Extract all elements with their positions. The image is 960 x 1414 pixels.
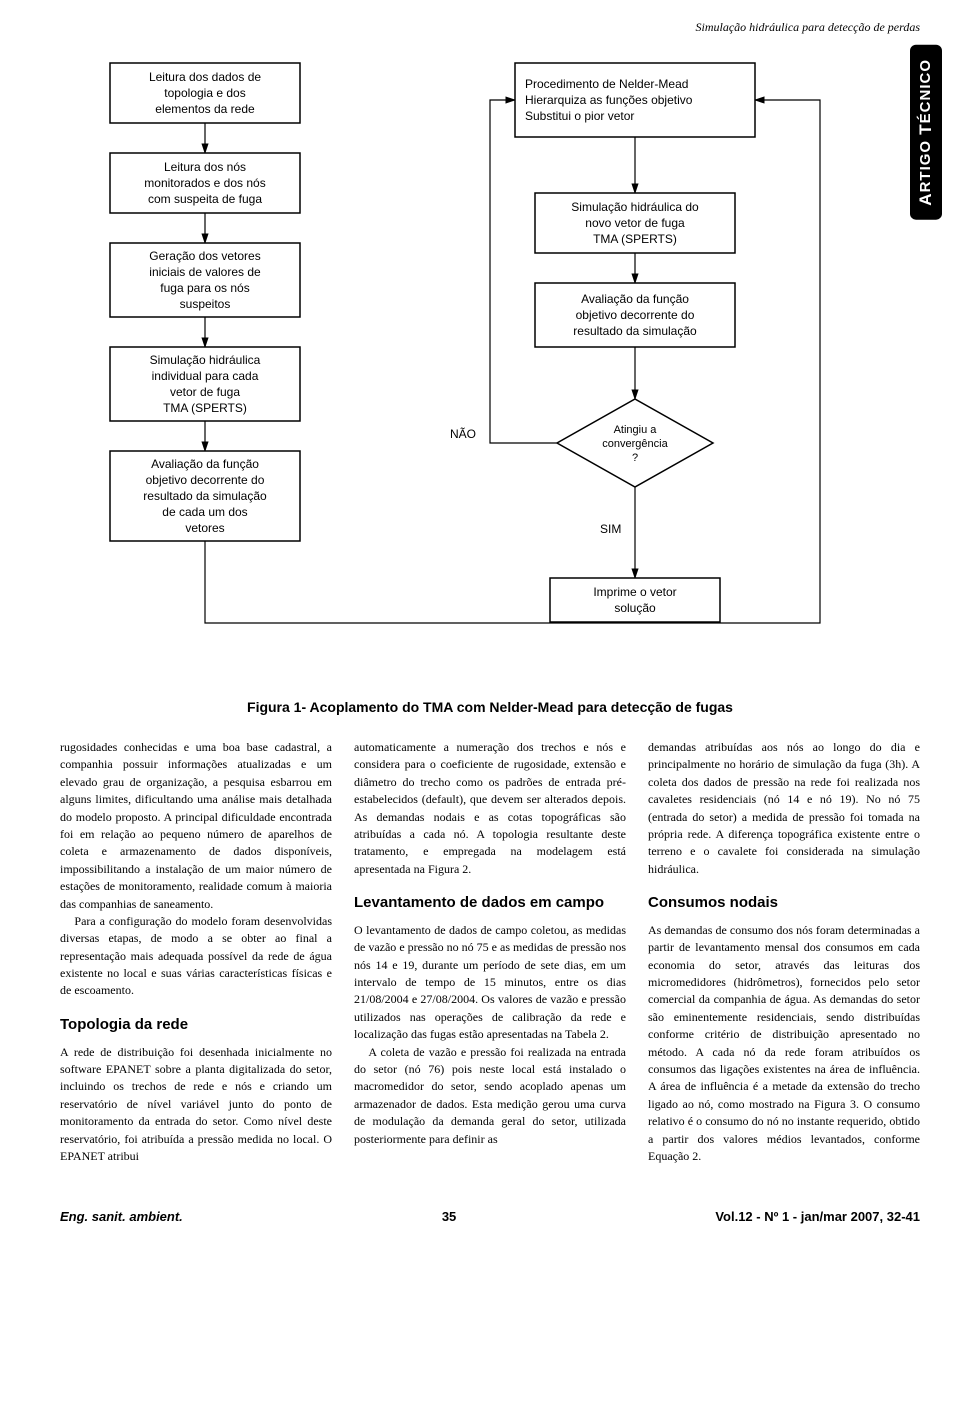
svg-text:resultado da simulação: resultado da simulação <box>573 324 697 338</box>
svg-text:TMA (SPERTS): TMA (SPERTS) <box>593 232 677 246</box>
svg-text:novo vetor de fuga: novo vetor de fuga <box>585 216 685 230</box>
page-number: 35 <box>442 1209 456 1224</box>
body-text: Para a configuração do modelo foram dese… <box>60 913 332 1000</box>
section-heading: Consumos nodais <box>648 892 920 914</box>
body-text: demandas atribuídas aos nós ao longo do … <box>648 739 920 878</box>
body-text: rugosidades conhecidas e uma boa base ca… <box>60 739 332 913</box>
svg-text:NÃO: NÃO <box>450 427 476 441</box>
svg-text:solução: solução <box>614 601 656 615</box>
svg-text:Simulação hidráulica do: Simulação hidráulica do <box>571 200 699 214</box>
journal-name: Eng. sanit. ambient. <box>60 1209 183 1224</box>
column-2: automaticamente a numeração dos trechos … <box>354 739 626 1165</box>
issue-info: Vol.12 - Nº 1 - jan/mar 2007, 32-41 <box>715 1209 920 1224</box>
column-3: demandas atribuídas aos nós ao longo do … <box>648 739 920 1165</box>
figure-caption: Figura 1- Acoplamento do TMA com Nelder-… <box>60 699 920 715</box>
svg-text:Leitura dos dados de: Leitura dos dados de <box>149 70 261 84</box>
svg-text:Avaliação da função: Avaliação da função <box>151 457 259 471</box>
svg-text:elementos da rede: elementos da rede <box>155 102 255 116</box>
body-columns: rugosidades conhecidas e uma boa base ca… <box>60 739 920 1165</box>
svg-text:Simulação hidráulica: Simulação hidráulica <box>150 353 261 367</box>
svg-text:vetores: vetores <box>185 521 224 535</box>
body-text: A coleta de vazão e pressão foi realizad… <box>354 1044 626 1148</box>
svg-text:Avaliação da função: Avaliação da função <box>581 292 689 306</box>
svg-text:objetivo decorrente do: objetivo decorrente do <box>576 308 695 322</box>
body-text: As demandas de consumo dos nós foram det… <box>648 922 920 1165</box>
svg-text:?: ? <box>632 452 638 464</box>
svg-text:fuga para os nós: fuga para os nós <box>160 281 249 295</box>
svg-text:vetor de fuga: vetor de fuga <box>170 385 240 399</box>
svg-text:individual para cada: individual para cada <box>152 369 259 383</box>
svg-text:Leitura dos nós: Leitura dos nós <box>164 160 246 174</box>
section-heading: Topologia da rede <box>60 1014 332 1036</box>
svg-text:Geração dos vetores: Geração dos vetores <box>149 249 260 263</box>
svg-text:monitorados e dos nós: monitorados e dos nós <box>144 176 265 190</box>
svg-text:topologia e dos: topologia e dos <box>164 86 245 100</box>
flowchart-figure: SIM NÃO Leitura dos dados de topologia e do… <box>60 43 920 683</box>
svg-text:Hierarquiza as funções objetiv: Hierarquiza as funções objetivo <box>525 93 693 107</box>
svg-text:Substitui o pior vetor: Substitui o pior vetor <box>525 109 634 123</box>
svg-text:Imprime o vetor: Imprime o vetor <box>593 585 676 599</box>
page-footer: Eng. sanit. ambient. 35 Vol.12 - Nº 1 - … <box>60 1209 920 1224</box>
svg-text:com suspeita de fuga: com suspeita de fuga <box>148 192 262 206</box>
body-text: A rede de distribuição foi desenhada ini… <box>60 1044 332 1166</box>
body-text: O levantamento de dados de campo coletou… <box>354 922 626 1044</box>
svg-text:de cada um dos: de cada um dos <box>162 505 247 519</box>
running-title: Simulação hidráulica para detecção de pe… <box>60 20 920 35</box>
section-heading: Levantamento de dados em campo <box>354 892 626 914</box>
svg-text:iniciais de valores de: iniciais de valores de <box>149 265 261 279</box>
svg-text:resultado da simulação: resultado da simulação <box>143 489 267 503</box>
svg-text:Atingiu a: Atingiu a <box>614 424 658 436</box>
svg-text:objetivo decorrente do: objetivo decorrente do <box>146 473 265 487</box>
svg-text:Procedimento de Nelder-Mead: Procedimento de Nelder-Mead <box>525 77 688 91</box>
svg-text:suspeitos: suspeitos <box>180 297 231 311</box>
svg-text:TMA (SPERTS): TMA (SPERTS) <box>163 401 247 415</box>
svg-text:SIM: SIM <box>600 522 621 536</box>
svg-text:convergência: convergência <box>602 438 668 450</box>
column-1: rugosidades conhecidas e uma boa base ca… <box>60 739 332 1165</box>
body-text: automaticamente a numeração dos trechos … <box>354 739 626 878</box>
